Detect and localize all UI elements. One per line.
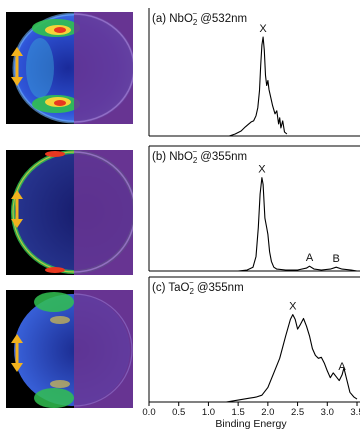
photoelectron-image-b [6, 150, 133, 275]
peak-label-b-b: B [333, 253, 340, 265]
polarization-arrow-icon-b [11, 190, 23, 228]
spectrum-panel-c: (c) TaO2− @355nm XA 0.0 0.5 1.0 1.5 2.0 2.5 3.… [142, 276, 360, 418]
x-tick-label: 2.5 [291, 407, 304, 418]
photoelectron-image-a [6, 12, 133, 124]
panel-label-a: (a) NbO2− @532nm [152, 9, 247, 27]
peak-labels-a: X [259, 23, 267, 35]
peak-labels-c: XA [289, 301, 346, 373]
x-axis-title: Binding Energy [215, 418, 287, 430]
spectrum-panel-a: (a) NbO2− @532nm X [148, 8, 360, 137]
panel-label-b: (b) NbO2− @355nm [152, 147, 247, 165]
photoelectron-image-c [6, 290, 133, 408]
x-tick-label: 3.5 [350, 407, 360, 418]
x-tick-label: 2.0 [261, 407, 274, 418]
spectrum-line-b [238, 177, 358, 272]
peak-label-b-a: A [306, 252, 314, 264]
spectrum-series-b [238, 177, 358, 272]
peak-label-c-x: X [289, 301, 297, 313]
x-tick-label: 1.0 [202, 407, 215, 418]
peak-label-a-x: X [259, 23, 267, 35]
polarization-arrow-icon-c [11, 334, 23, 372]
peak-labels-b: X A B [258, 164, 340, 266]
spectrum-series-c [226, 314, 358, 403]
x-tick-label: 1.5 [232, 407, 245, 418]
x-ticks: 0.0 0.5 1.0 1.5 2.0 2.5 3.0 3.5 [142, 402, 360, 418]
spectrum-panel-b: (b) NbO2− @355nm X A B [148, 145, 360, 272]
x-tick-label: 3.0 [321, 407, 334, 418]
x-tick-label: 0.0 [142, 407, 155, 418]
x-tick-label: 0.5 [172, 407, 185, 418]
panel-label-c: (c) TaO2− @355nm [152, 278, 244, 296]
spectrum-series-a [229, 36, 288, 137]
spectrum-line-a [229, 36, 288, 137]
peak-label-b-x: X [258, 164, 266, 176]
polarization-arrow-icon-a [11, 47, 23, 86]
peak-label-c-a: A [338, 361, 346, 373]
spectrum-line-c [226, 314, 358, 403]
